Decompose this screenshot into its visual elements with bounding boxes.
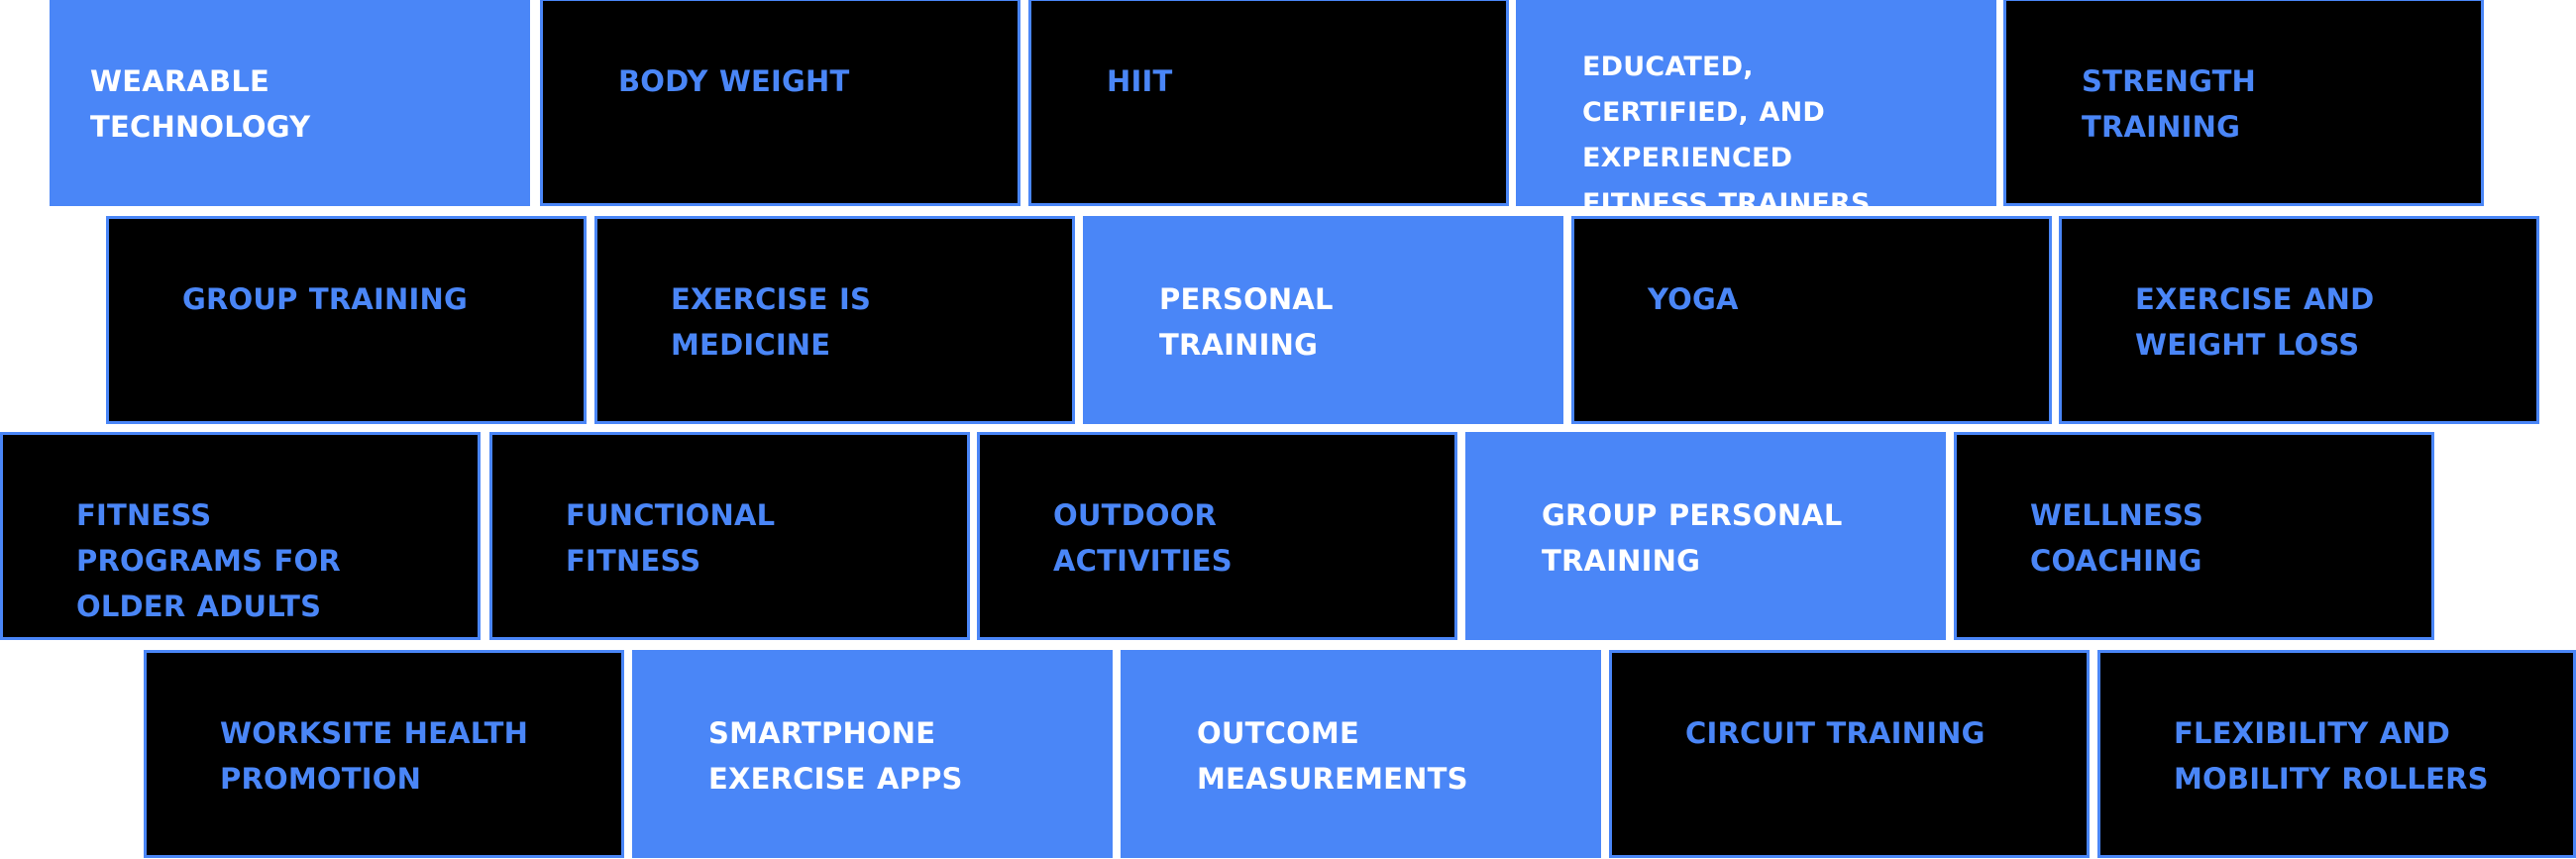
tile-label: SMARTPHONE EXERCISE APPS [708, 716, 963, 796]
tile-group-training: GROUP TRAINING [106, 216, 587, 424]
tile-circuit-training: CIRCUIT TRAINING [1609, 650, 2090, 858]
tile-wearable-technology: WEARABLE TECHNOLOGY [50, 0, 530, 206]
tile-flexibility-mobility-rollers: FLEXIBILITY AND MOBILITY ROLLERS [2097, 650, 2576, 858]
tile-label: OUTCOME MEASUREMENTS [1197, 716, 1468, 796]
tile-label: PERSONAL TRAINING [1159, 282, 1334, 362]
tile-outcome-measurements: OUTCOME MEASUREMENTS [1121, 650, 1601, 858]
tile-label: EXERCISE IS MEDICINE [671, 282, 872, 362]
tile-label: EDUCATED, CERTIFIED, AND EXPERIENCED FIT… [1582, 52, 1871, 219]
tile-worksite-health-promotion: WORKSITE HEALTH PROMOTION [144, 650, 624, 858]
tile-label: EXERCISE AND WEIGHT LOSS [2135, 282, 2375, 362]
tile-wellness-coaching: WELLNESS COACHING [1954, 432, 2434, 640]
tile-body-weight: BODY WEIGHT [540, 0, 1020, 206]
tile-label: OUTDOOR ACTIVITIES [1053, 498, 1233, 578]
tile-hiit: HIIT [1028, 0, 1509, 206]
tile-label: FLEXIBILITY AND MOBILITY ROLLERS [2174, 716, 2489, 796]
tile-exercise-and-weight-loss: EXERCISE AND WEIGHT LOSS [2059, 216, 2539, 424]
tile-label: BODY WEIGHT [618, 64, 850, 98]
tile-group-personal-training: GROUP PERSONAL TRAINING [1465, 432, 1946, 640]
tile-exercise-is-medicine: EXERCISE IS MEDICINE [594, 216, 1075, 424]
tile-label: HIIT [1107, 64, 1173, 98]
tile-educated-certified-trainers: EDUCATED, CERTIFIED, AND EXPERIENCED FIT… [1516, 0, 1996, 219]
tile-label: FUNCTIONAL FITNESS [566, 498, 776, 578]
tile-label: FITNESS PROGRAMS FOR OLDER ADULTS [76, 498, 341, 623]
tile-smartphone-exercise-apps: SMARTPHONE EXERCISE APPS [632, 650, 1113, 858]
tile-label: STRENGTH TRAINING [2082, 64, 2257, 144]
tile-label: YOGA [1648, 282, 1739, 316]
tile-label: WELLNESS COACHING [2030, 498, 2203, 578]
tile-label: WORKSITE HEALTH PROMOTION [220, 716, 529, 796]
tile-strength-training: STRENGTH TRAINING [2003, 0, 2484, 206]
tile-outdoor-activities: OUTDOOR ACTIVITIES [977, 432, 1457, 640]
tile-label: CIRCUIT TRAINING [1685, 716, 1986, 750]
tile-label: WEARABLE TECHNOLOGY [90, 64, 311, 144]
tile-label: GROUP TRAINING [182, 282, 468, 316]
tile-personal-training: PERSONAL TRAINING [1083, 216, 1563, 424]
tile-functional-fitness: FUNCTIONAL FITNESS [489, 432, 970, 640]
tile-yoga: YOGA [1571, 216, 2052, 424]
tile-fitness-programs-older-adults: FITNESS PROGRAMS FOR OLDER ADULTS [0, 432, 481, 640]
tile-label: GROUP PERSONAL TRAINING [1542, 498, 1843, 578]
